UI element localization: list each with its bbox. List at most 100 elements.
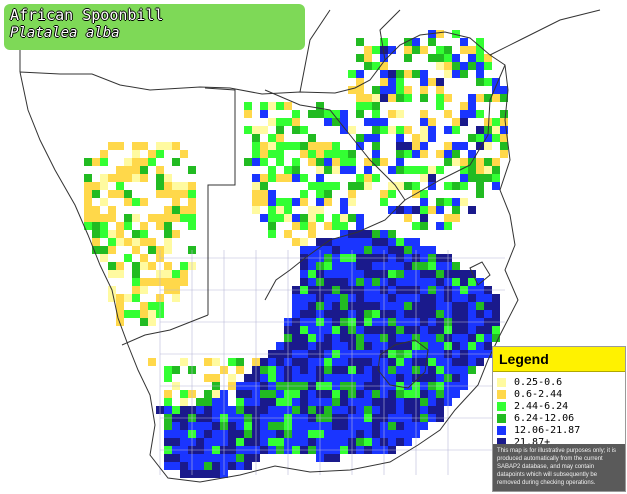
legend-swatch	[497, 401, 506, 411]
occupancy-cell	[260, 174, 268, 182]
occupancy-cell	[452, 142, 460, 150]
occupancy-cell	[276, 214, 284, 222]
occupancy-cell	[372, 238, 380, 246]
occupancy-cell	[396, 422, 404, 430]
occupancy-cell	[388, 310, 396, 318]
occupancy-cell	[332, 110, 340, 118]
occupancy-cell	[460, 70, 468, 78]
occupancy-cell	[492, 302, 500, 310]
occupancy-cell	[428, 78, 436, 86]
occupancy-cell	[468, 134, 476, 142]
occupancy-cell	[196, 398, 204, 406]
occupancy-cell	[372, 110, 380, 118]
occupancy-cell	[300, 302, 308, 310]
occupancy-cell	[420, 406, 428, 414]
occupancy-cell	[364, 334, 372, 342]
occupancy-cell	[268, 438, 276, 446]
occupancy-cell	[388, 190, 396, 198]
occupancy-cell	[268, 102, 276, 110]
occupancy-cell	[324, 110, 332, 118]
occupancy-cell	[340, 206, 348, 214]
occupancy-cell	[132, 278, 140, 286]
occupancy-cell	[356, 102, 364, 110]
occupancy-cell	[372, 342, 380, 350]
occupancy-cell	[340, 222, 348, 230]
occupancy-cell	[164, 374, 172, 382]
occupancy-cell	[420, 262, 428, 270]
occupancy-cell	[132, 158, 140, 166]
occupancy-cell	[148, 358, 156, 366]
occupancy-cell	[420, 366, 428, 374]
occupancy-cell	[292, 142, 300, 150]
occupancy-cell	[236, 454, 244, 462]
occupancy-cell	[452, 390, 460, 398]
occupancy-cell	[276, 430, 284, 438]
occupancy-cell	[260, 390, 268, 398]
occupancy-cell	[460, 326, 468, 334]
occupancy-cell	[420, 302, 428, 310]
occupancy-cell	[452, 54, 460, 62]
occupancy-cell	[428, 406, 436, 414]
occupancy-cell	[324, 398, 332, 406]
occupancy-cell	[356, 222, 364, 230]
occupancy-cell	[420, 374, 428, 382]
occupancy-cell	[420, 118, 428, 126]
occupancy-cell	[460, 374, 468, 382]
occupancy-cell	[340, 150, 348, 158]
occupancy-cell	[212, 390, 220, 398]
occupancy-cell	[452, 366, 460, 374]
occupancy-cell	[492, 310, 500, 318]
occupancy-cell	[372, 174, 380, 182]
occupancy-cell	[284, 206, 292, 214]
occupancy-cell	[260, 422, 268, 430]
occupancy-cell	[428, 366, 436, 374]
occupancy-cell	[132, 142, 140, 150]
occupancy-cell	[148, 246, 156, 254]
occupancy-cell	[452, 334, 460, 342]
occupancy-cell	[260, 110, 268, 118]
occupancy-cell	[204, 390, 212, 398]
occupancy-cell	[308, 142, 316, 150]
occupancy-cell	[92, 158, 100, 166]
occupancy-cell	[460, 182, 468, 190]
occupancy-cell	[436, 150, 444, 158]
occupancy-cell	[292, 222, 300, 230]
occupancy-cell	[148, 150, 156, 158]
occupancy-cell	[404, 182, 412, 190]
occupancy-cell	[300, 190, 308, 198]
occupancy-cell	[252, 206, 260, 214]
occupancy-cell	[196, 454, 204, 462]
occupancy-cell	[244, 462, 252, 470]
occupancy-cell	[140, 278, 148, 286]
occupancy-cell	[140, 302, 148, 310]
occupancy-cell	[164, 398, 172, 406]
occupancy-cell	[108, 238, 116, 246]
occupancy-cell	[212, 422, 220, 430]
legend-label: 0.6-2.44	[514, 388, 563, 400]
occupancy-cell	[332, 294, 340, 302]
legend-swatch	[497, 377, 506, 387]
occupancy-cell	[276, 358, 284, 366]
occupancy-cell	[332, 326, 340, 334]
occupancy-cell	[436, 54, 444, 62]
occupancy-cell	[268, 222, 276, 230]
occupancy-cell	[260, 398, 268, 406]
occupancy-cell	[172, 462, 180, 470]
occupancy-cell	[356, 238, 364, 246]
occupancy-cell	[468, 358, 476, 366]
occupancy-cell	[140, 286, 148, 294]
occupancy-cell	[116, 230, 124, 238]
occupancy-cell	[124, 310, 132, 318]
occupancy-cell	[316, 238, 324, 246]
occupancy-cell	[332, 334, 340, 342]
occupancy-cell	[452, 206, 460, 214]
occupancy-cell	[324, 222, 332, 230]
occupancy-cell	[428, 134, 436, 142]
occupancy-cell	[84, 214, 92, 222]
occupancy-cell	[396, 70, 404, 78]
occupancy-cell	[356, 358, 364, 366]
occupancy-cell	[260, 366, 268, 374]
occupancy-cell	[148, 262, 156, 270]
occupancy-cell	[180, 270, 188, 278]
occupancy-cell	[204, 358, 212, 366]
